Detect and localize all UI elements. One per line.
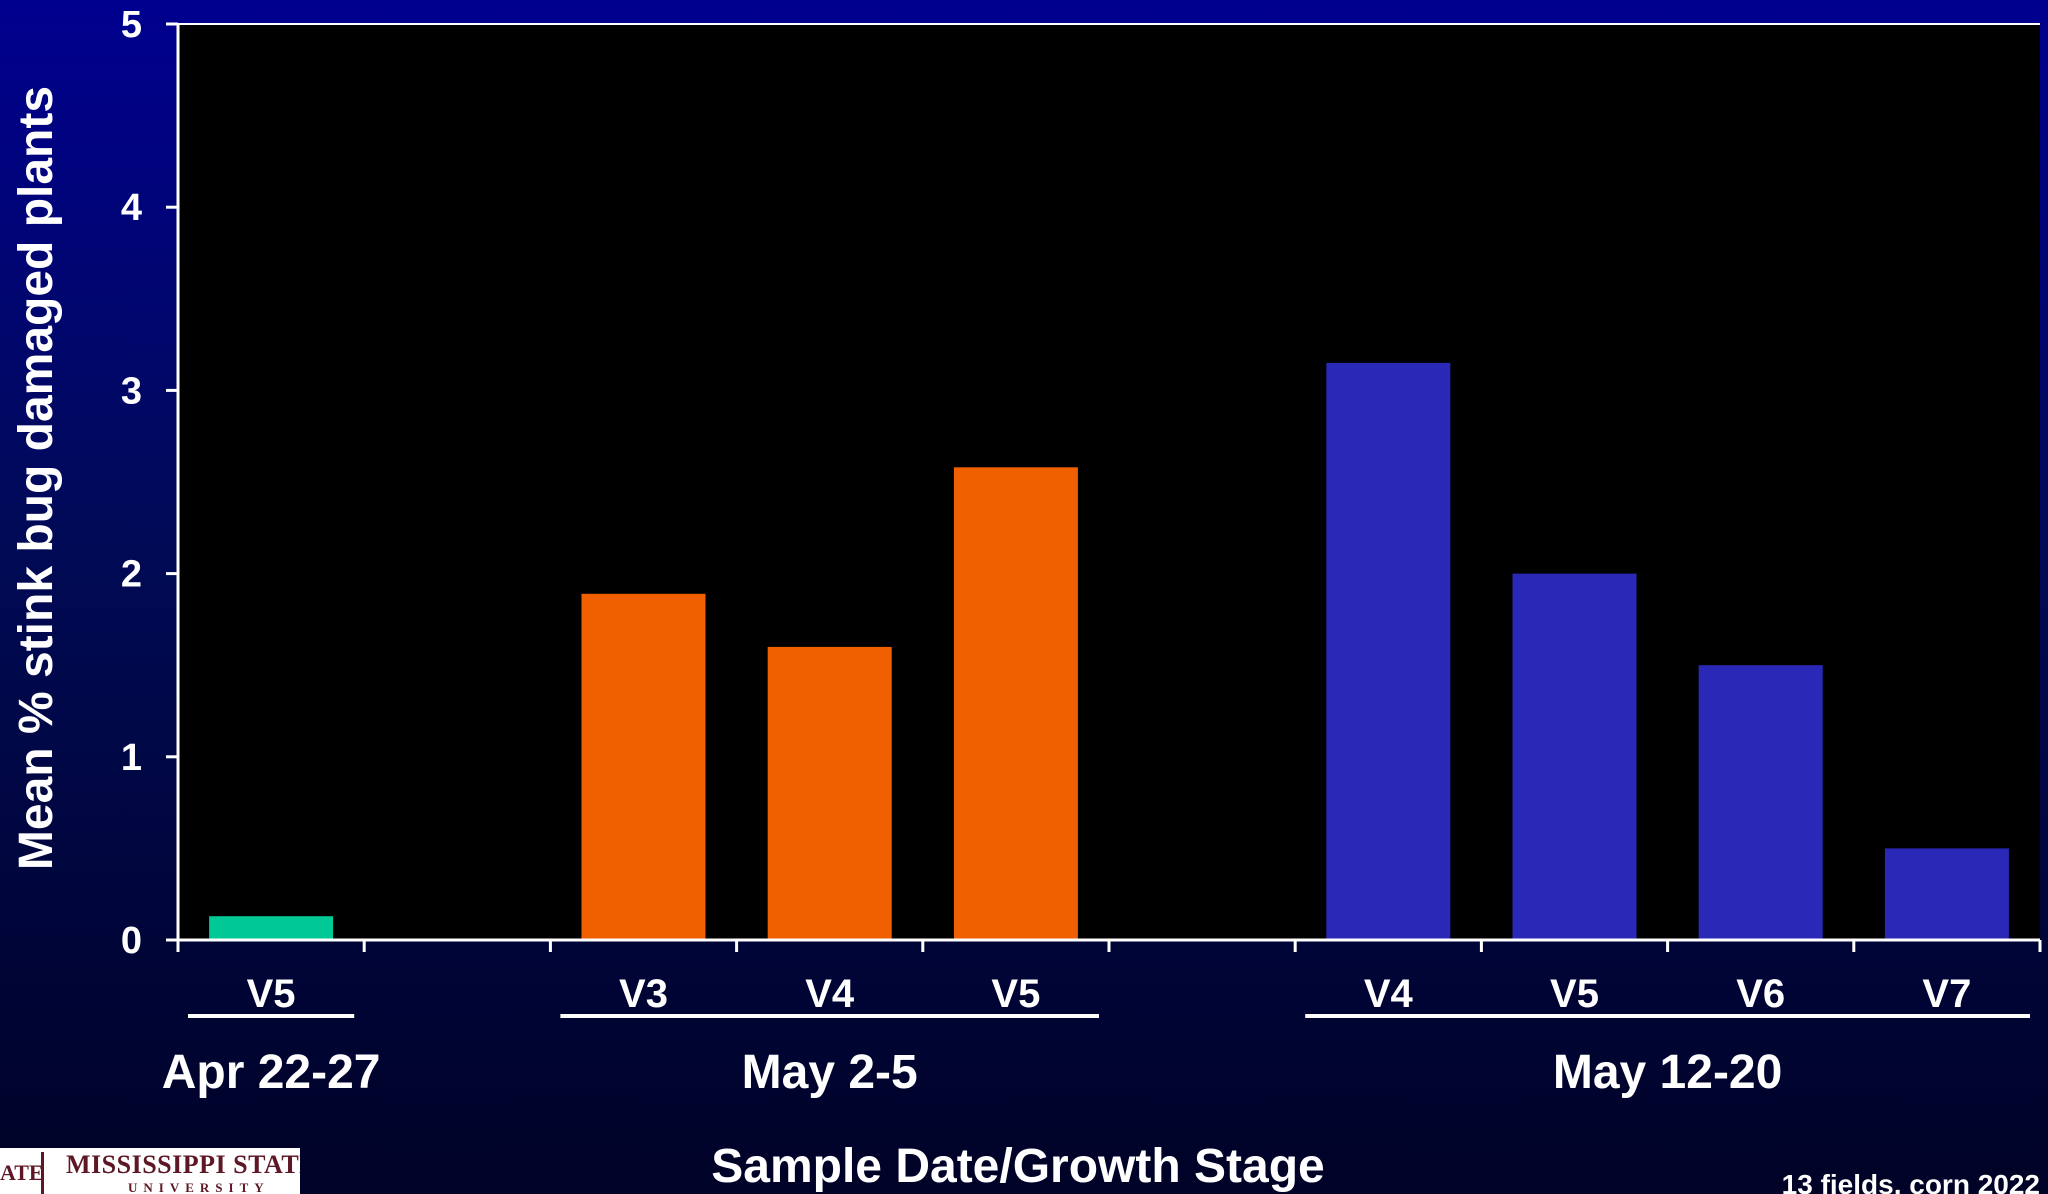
- y-tick-label: 3: [121, 370, 142, 412]
- category-label: V5: [991, 972, 1040, 1016]
- footnote: 13 fields, corn 2022: [1782, 1169, 2040, 1194]
- y-tick-label: 0: [121, 920, 142, 962]
- group-label: Apr 22-27: [162, 1046, 381, 1099]
- y-tick-label: 2: [121, 554, 142, 596]
- bar: [1326, 362, 1451, 940]
- bar: [1698, 665, 1823, 940]
- bar: [1512, 573, 1637, 940]
- x-axis-title: Sample Date/Growth Stage: [711, 1140, 1324, 1193]
- y-tick-label: 5: [121, 4, 142, 46]
- category-label: V5: [1550, 972, 1599, 1016]
- group-label: May 12-20: [1553, 1046, 1782, 1099]
- bar: [581, 593, 706, 940]
- university-logo: ATE MISSISSIPPI STATE UNIVERSITY: [0, 1148, 300, 1194]
- category-label: V4: [1364, 972, 1414, 1016]
- group-label: May 2-5: [742, 1046, 918, 1099]
- bar: [953, 467, 1078, 940]
- category-label: V3: [619, 972, 668, 1016]
- logo-mark: ATE: [0, 1152, 44, 1194]
- y-axis-title: Mean % stink bug damaged plants: [10, 86, 63, 870]
- category-label: V5: [247, 972, 296, 1016]
- category-label: V6: [1736, 972, 1785, 1016]
- bar: [209, 916, 334, 940]
- logo-subtitle: UNIVERSITY: [128, 1180, 270, 1194]
- bar: [1884, 848, 2009, 940]
- logo-wordmark: MISSISSIPPI STATE: [66, 1150, 300, 1179]
- category-label: V4: [805, 972, 855, 1016]
- category-label: V7: [1922, 972, 1971, 1016]
- y-tick-label: 1: [121, 737, 142, 779]
- y-tick-label: 4: [121, 187, 142, 229]
- bar: [767, 646, 892, 940]
